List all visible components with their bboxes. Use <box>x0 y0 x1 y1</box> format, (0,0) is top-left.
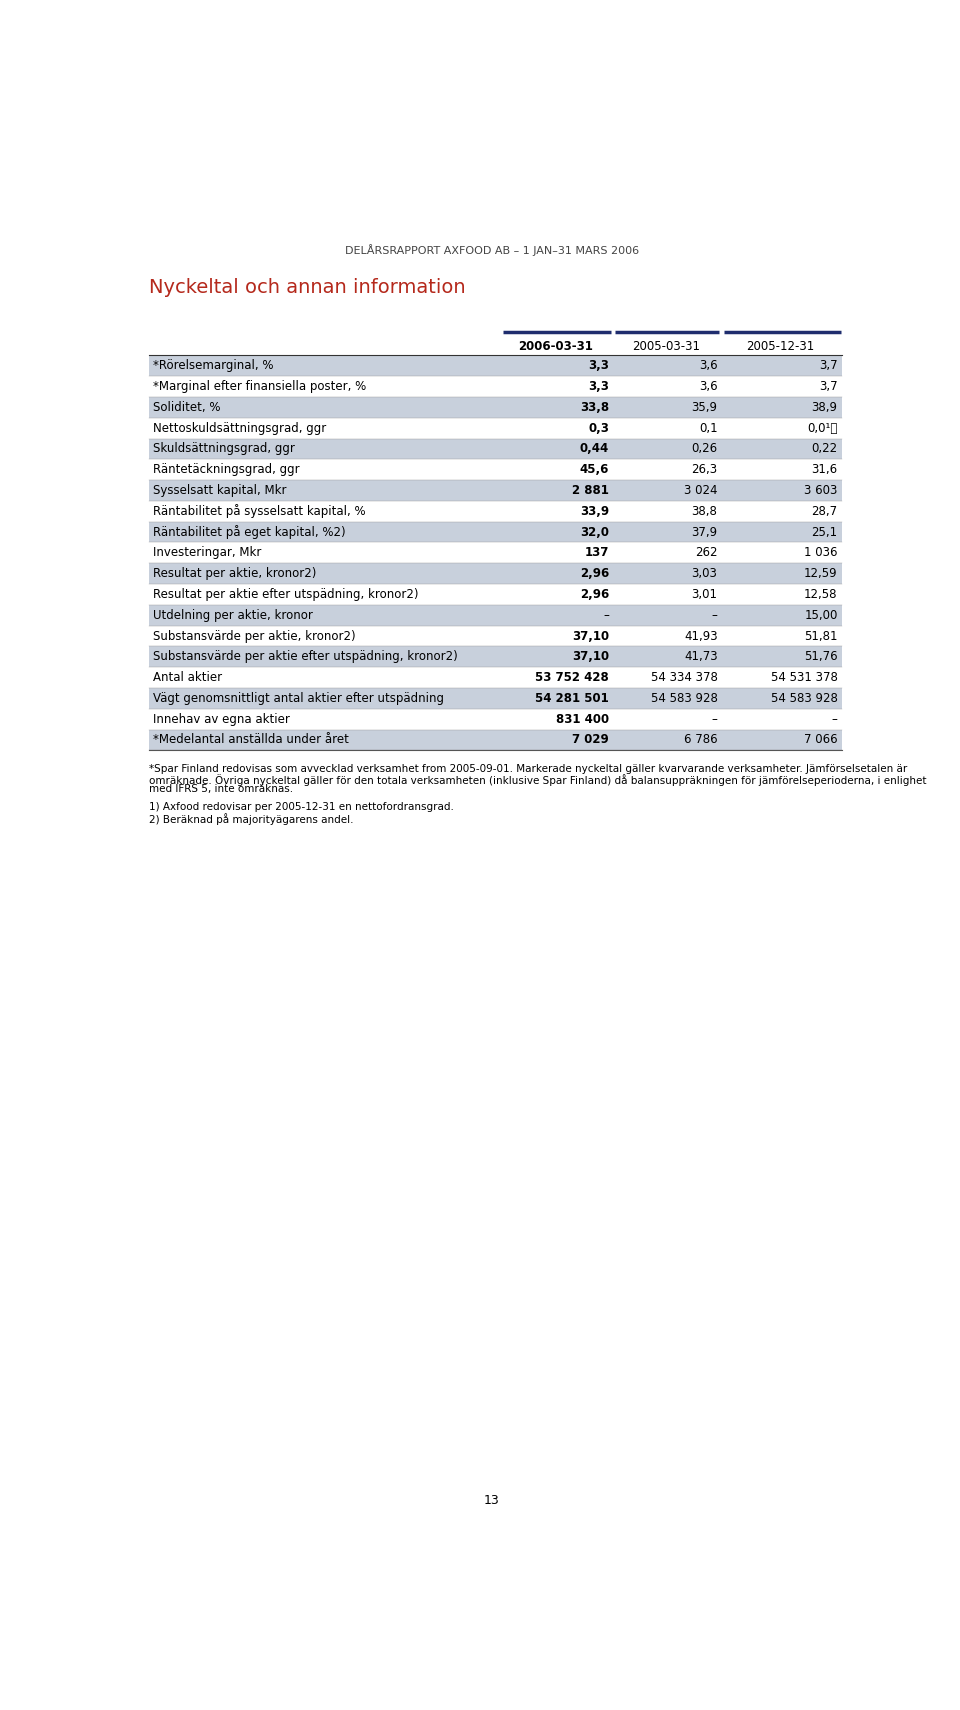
Text: 54 281 501: 54 281 501 <box>536 693 609 705</box>
Text: Vägt genomsnittligt antal aktier efter utspädning: Vägt genomsnittligt antal aktier efter u… <box>153 693 444 705</box>
Text: *Medelantal anställda under året: *Medelantal anställda under året <box>153 734 348 747</box>
Text: 2005-12-31: 2005-12-31 <box>747 340 815 352</box>
Bar <box>150 563 842 585</box>
Text: Räntetäckningsgrad, ggr: Räntetäckningsgrad, ggr <box>153 463 300 475</box>
Text: 26,3: 26,3 <box>691 463 717 475</box>
Text: 33,9: 33,9 <box>580 504 609 518</box>
Text: Nyckeltal och annan information: Nyckeltal och annan information <box>150 279 466 298</box>
Text: 831 400: 831 400 <box>556 713 609 725</box>
Text: Utdelning per aktie, kronor: Utdelning per aktie, kronor <box>153 609 312 622</box>
Text: 38,8: 38,8 <box>691 504 717 518</box>
Text: 7 066: 7 066 <box>804 734 838 747</box>
Text: 51,81: 51,81 <box>804 629 838 643</box>
Text: Räntabilitet på eget kapital, %2): Räntabilitet på eget kapital, %2) <box>153 525 346 539</box>
Text: 12,58: 12,58 <box>804 588 838 600</box>
Text: 51,76: 51,76 <box>804 650 838 663</box>
Bar <box>150 605 842 626</box>
Text: 0,26: 0,26 <box>691 443 717 455</box>
Text: 54 531 378: 54 531 378 <box>771 670 838 684</box>
Text: 15,00: 15,00 <box>804 609 838 622</box>
Text: 28,7: 28,7 <box>811 504 838 518</box>
Text: 37,9: 37,9 <box>691 525 717 539</box>
Text: 2 881: 2 881 <box>572 484 609 498</box>
Text: 3,3: 3,3 <box>588 359 609 373</box>
Text: med IFRS 5, inte omräknas.: med IFRS 5, inte omräknas. <box>150 785 294 793</box>
Bar <box>150 730 842 751</box>
Text: 12,59: 12,59 <box>804 568 838 580</box>
Bar <box>150 481 842 501</box>
Text: –: – <box>711 713 717 725</box>
Bar <box>150 522 842 542</box>
Text: –: – <box>603 609 609 622</box>
Text: 2) Beräknad på majorityägarens andel.: 2) Beräknad på majorityägarens andel. <box>150 814 354 826</box>
Text: 33,8: 33,8 <box>580 400 609 414</box>
Text: 3 024: 3 024 <box>684 484 717 498</box>
Text: 54 334 378: 54 334 378 <box>651 670 717 684</box>
Text: 13: 13 <box>484 1493 500 1507</box>
Text: 37,10: 37,10 <box>572 629 609 643</box>
Bar <box>150 397 842 417</box>
Text: 2006-03-31: 2006-03-31 <box>518 340 593 352</box>
Text: Soliditet, %: Soliditet, % <box>153 400 220 414</box>
Text: Substansvärde per aktie efter utspädning, kronor2): Substansvärde per aktie efter utspädning… <box>153 650 457 663</box>
Text: 6 786: 6 786 <box>684 734 717 747</box>
Text: 3,6: 3,6 <box>699 359 717 373</box>
Text: 53 752 428: 53 752 428 <box>536 670 609 684</box>
Text: Resultat per aktie, kronor2): Resultat per aktie, kronor2) <box>153 568 316 580</box>
Text: 3,6: 3,6 <box>699 380 717 393</box>
Text: 3,03: 3,03 <box>691 568 717 580</box>
Bar <box>150 438 842 460</box>
Text: omräknade. Övriga nyckeltal gäller för den totala verksamheten (inklusive Spar F: omräknade. Övriga nyckeltal gäller för d… <box>150 775 927 787</box>
Text: 0,44: 0,44 <box>580 443 609 455</box>
Text: 2005-03-31: 2005-03-31 <box>633 340 701 352</box>
Text: 54 583 928: 54 583 928 <box>771 693 838 705</box>
Text: Antal aktier: Antal aktier <box>153 670 222 684</box>
Text: 37,10: 37,10 <box>572 650 609 663</box>
Text: 2,96: 2,96 <box>580 588 609 600</box>
Text: 0,1: 0,1 <box>699 422 717 434</box>
Text: 3,7: 3,7 <box>819 359 838 373</box>
Text: 1) Axfood redovisar per 2005-12-31 en nettofordransgrad.: 1) Axfood redovisar per 2005-12-31 en ne… <box>150 802 454 812</box>
Text: Investeringar, Mkr: Investeringar, Mkr <box>153 547 261 559</box>
Bar <box>150 646 842 667</box>
Text: Räntabilitet på sysselsatt kapital, %: Räntabilitet på sysselsatt kapital, % <box>153 504 365 518</box>
Text: 38,9: 38,9 <box>811 400 838 414</box>
Text: 262: 262 <box>695 547 717 559</box>
Text: 25,1: 25,1 <box>811 525 838 539</box>
Text: 3,01: 3,01 <box>691 588 717 600</box>
Text: 45,6: 45,6 <box>580 463 609 475</box>
Text: 31,6: 31,6 <box>811 463 838 475</box>
Text: 0,22: 0,22 <box>811 443 838 455</box>
Bar <box>150 356 842 376</box>
Text: 41,93: 41,93 <box>684 629 717 643</box>
Text: 0,3: 0,3 <box>588 422 609 434</box>
Text: 32,0: 32,0 <box>580 525 609 539</box>
Text: 54 583 928: 54 583 928 <box>651 693 717 705</box>
Text: Nettoskuldsättningsgrad, ggr: Nettoskuldsättningsgrad, ggr <box>153 422 325 434</box>
Text: 137: 137 <box>585 547 609 559</box>
Text: *Rörelsemarginal, %: *Rörelsemarginal, % <box>153 359 273 373</box>
Bar <box>150 687 842 708</box>
Text: 3,7: 3,7 <box>819 380 838 393</box>
Text: *Marginal efter finansiella poster, %: *Marginal efter finansiella poster, % <box>153 380 366 393</box>
Text: 3,3: 3,3 <box>588 380 609 393</box>
Text: 1 036: 1 036 <box>804 547 838 559</box>
Text: 0,0¹⧩: 0,0¹⧩ <box>807 422 838 434</box>
Text: Skuldsättningsgrad, ggr: Skuldsättningsgrad, ggr <box>153 443 295 455</box>
Text: *Spar Finland redovisas som avvecklad verksamhet from 2005-09-01. Markerade nyck: *Spar Finland redovisas som avvecklad ve… <box>150 764 908 775</box>
Text: 3 603: 3 603 <box>804 484 838 498</box>
Text: 7 029: 7 029 <box>572 734 609 747</box>
Text: 2,96: 2,96 <box>580 568 609 580</box>
Text: 41,73: 41,73 <box>684 650 717 663</box>
Text: –: – <box>831 713 838 725</box>
Text: Sysselsatt kapital, Mkr: Sysselsatt kapital, Mkr <box>153 484 286 498</box>
Text: Substansvärde per aktie, kronor2): Substansvärde per aktie, kronor2) <box>153 629 355 643</box>
Text: –: – <box>711 609 717 622</box>
Text: Resultat per aktie efter utspädning, kronor2): Resultat per aktie efter utspädning, kro… <box>153 588 418 600</box>
Text: Innehav av egna aktier: Innehav av egna aktier <box>153 713 289 725</box>
Text: 35,9: 35,9 <box>691 400 717 414</box>
Text: DELÅRSRAPPORT AXFOOD AB – 1 JAN–31 MARS 2006: DELÅRSRAPPORT AXFOOD AB – 1 JAN–31 MARS … <box>345 245 639 255</box>
